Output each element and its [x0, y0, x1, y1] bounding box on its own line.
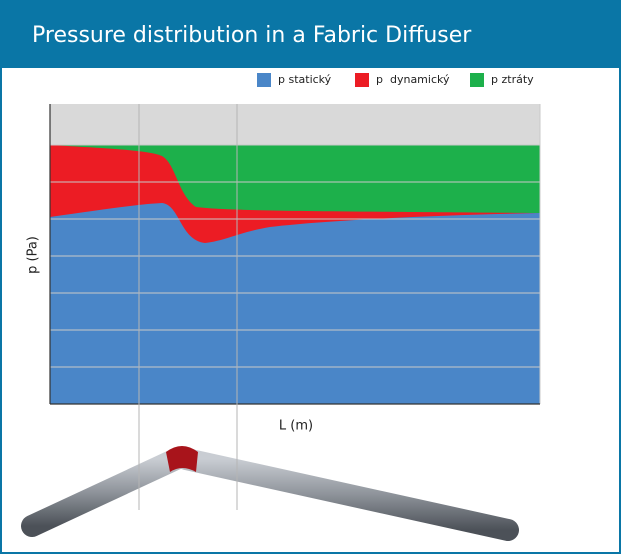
legend-label: p dynamický [376, 73, 450, 86]
x-axis-label: L (m) [279, 419, 313, 434]
legend-swatch [470, 73, 484, 87]
area-static [50, 203, 540, 404]
legend-label: p ztráty [491, 73, 534, 86]
legend-swatch [355, 73, 369, 87]
title: Pressure distribution in a Fabric Diffus… [32, 23, 472, 48]
legend-swatch [257, 73, 271, 87]
legend-label: p statický [278, 73, 332, 86]
page: Pressure distribution in a Fabric Diffus… [0, 0, 621, 554]
y-axis-label: p (Pa) [26, 236, 41, 274]
